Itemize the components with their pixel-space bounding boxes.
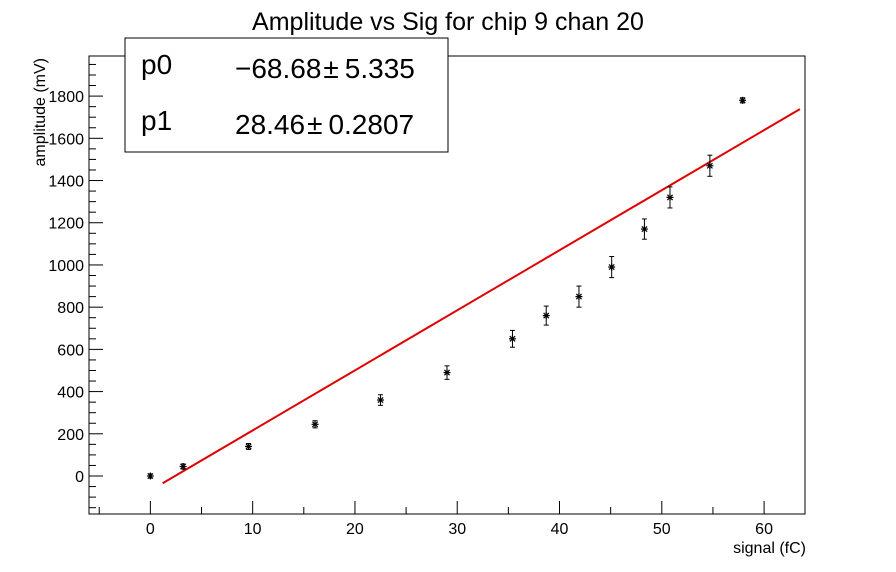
x-tick-label: 60 [755,521,773,538]
stats-p0-val: −68.68 [235,53,321,84]
y-tick-label: 1200 [48,216,84,233]
data-point [508,329,516,348]
stats-box-frame [124,37,449,153]
y-tick-label: 200 [57,427,84,444]
stats-p1-val: 28.46 [235,109,305,140]
x-axis-label: signal (fC) [733,540,806,557]
marker-stroke [443,369,451,376]
marker-stroke [608,264,615,271]
data-point [443,365,451,380]
y-tick-label: 0 [75,469,84,486]
marker-stroke [666,194,674,201]
marker-stroke [543,312,550,319]
marker-stroke [706,162,713,169]
y-tick-label: 1400 [48,174,84,191]
marker-stroke [245,443,252,450]
stats-p1-err: 0.2807 [328,109,414,140]
marker-stroke [180,463,187,470]
marker-stroke [312,421,319,428]
data-point [640,218,648,240]
fit-line-layer [162,108,801,485]
stats-p0-name: p0 [141,49,172,80]
stats-p0-pm: ± [323,53,338,84]
data-point [146,472,154,480]
data-point [542,305,550,326]
y-tick-label: 1600 [48,131,84,148]
data-point [575,285,583,308]
y-tick-label: 1800 [48,89,84,106]
x-tick-label: 50 [653,521,671,538]
y-tick-label: 1000 [48,258,84,275]
data-points-layer [146,96,747,480]
marker-stroke [147,472,154,480]
data-point [666,186,674,209]
fit-line [162,108,801,485]
marker-stroke [575,293,582,300]
stats-p1-value: 28.46± 0.2807 [235,109,414,140]
y-axis-label: amplitude (mV) [32,58,49,166]
data-point [608,256,616,279]
stats-p0-value: −68.68± 5.335 [235,53,415,84]
data-point [311,420,319,429]
stats-p0-err: 5.335 [345,53,415,84]
marker-stroke [509,335,516,342]
x-tick-label: 30 [448,521,466,538]
y-tick-label: 400 [57,385,84,402]
marker-stroke [739,97,746,104]
data-point [739,96,747,104]
y-tick-label: 600 [57,342,84,359]
marker-stroke [377,396,384,404]
marker-stroke [641,226,648,233]
x-tick-label: 10 [244,521,262,538]
fit-stats-box: p0 −68.68± 5.335 p1 28.46± 0.2807 [124,37,449,153]
stats-p1-pm: ± [307,109,322,140]
stats-p1-name: p1 [141,105,172,136]
x-tick-label: 0 [146,521,155,538]
x-tick-label: 20 [346,521,364,538]
data-point [377,394,385,406]
x-tick-label: 40 [551,521,569,538]
data-point [706,154,714,177]
data-point [179,463,187,471]
chart-title: Amplitude vs Sig for chip 9 chan 20 [252,8,644,36]
axes-ticks: 0 10 20 30 40 50 60020040060080010001200140016… [48,63,773,538]
data-point [245,442,253,450]
y-tick-label: 800 [57,300,84,317]
